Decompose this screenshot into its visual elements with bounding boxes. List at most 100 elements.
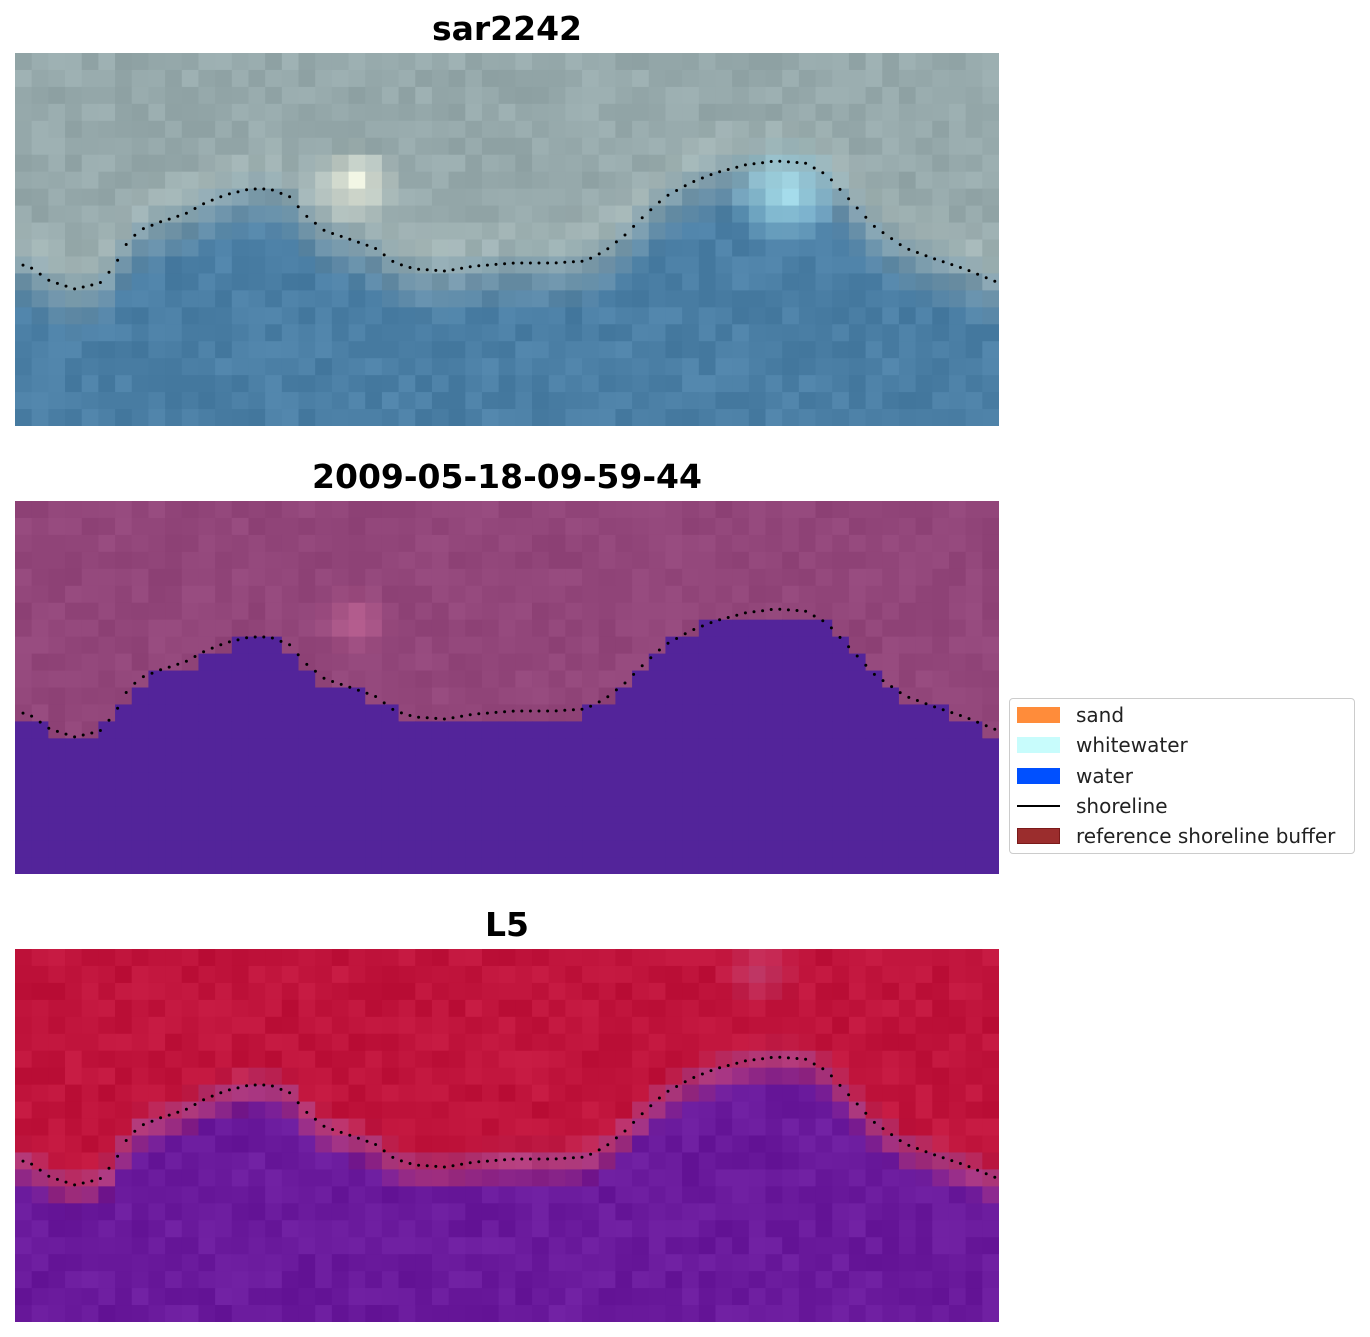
image-pixel [15,653,33,672]
image-pixel [882,53,900,71]
image-pixel [265,1254,283,1272]
image-pixel [348,755,366,773]
image-pixel [765,551,783,570]
image-pixel [648,1118,667,1137]
shoreline-point [821,619,825,623]
image-pixel [698,324,717,342]
image-pixel [165,86,183,105]
image-pixel [165,1254,183,1272]
image-pixel [465,1288,483,1306]
image-pixel [682,1067,700,1086]
image-pixel [231,721,250,739]
image-pixel [632,823,650,841]
image-pixel [898,501,917,519]
image-pixel [498,1203,516,1221]
image-pixel [281,501,300,519]
image-pixel [398,704,416,722]
shoreline-point [124,1139,128,1142]
shoreline-point [890,1133,894,1137]
shoreline-point [597,700,601,704]
image-pixel [765,568,783,587]
image-pixel [765,273,783,291]
image-pixel [765,103,783,122]
image-pixel [915,1237,933,1255]
image-pixel [65,840,83,858]
image-pixel [832,965,850,984]
image-pixel [48,551,66,570]
image-pixel [948,103,967,122]
image-pixel [48,1254,66,1272]
image-pixel [598,772,617,790]
image-pixel [215,1203,233,1221]
image-pixel [832,755,850,773]
shoreline-point [348,237,352,241]
image-pixel [548,1033,566,1052]
image-pixel [231,1101,250,1120]
image-pixel [715,1152,733,1170]
image-pixel [615,341,633,359]
image-pixel [348,534,366,553]
image-pixel [431,568,450,587]
image-pixel [281,1186,300,1204]
image-pixel [381,171,400,190]
image-pixel [832,840,850,858]
image-pixel [181,602,200,621]
image-pixel [348,273,366,291]
shoreline-point [614,240,618,244]
image-pixel [765,205,783,224]
image-pixel [181,324,200,342]
image-pixel [898,290,917,308]
image-pixel [515,1271,533,1289]
image-pixel [565,999,583,1018]
image-pixel [231,86,250,105]
image-pixel [115,806,133,824]
image-pixel [598,341,617,359]
image-pixel [982,324,999,342]
image-pixel [982,205,999,224]
image-pixel [532,1169,550,1187]
image-pixel [181,721,200,739]
image-pixel [265,551,283,570]
image-pixel [798,86,817,105]
image-pixel [365,1254,383,1272]
image-pixel [665,171,683,190]
image-pixel [732,568,750,587]
image-pixel [832,358,850,376]
image-pixel [481,1169,500,1187]
image-pixel [915,602,933,621]
image-pixel [65,1288,83,1306]
shoreline-point [795,161,799,164]
image-pixel [832,704,850,722]
image-pixel [532,687,550,706]
image-pixel [882,704,900,722]
legend-label: water [1076,764,1133,788]
image-pixel [181,501,200,519]
image-pixel [632,965,650,984]
image-pixel [965,982,983,1001]
shoreline-point [417,715,421,719]
image-pixel [381,1118,400,1137]
image-pixel [865,602,883,621]
image-pixel [882,1016,900,1035]
image-pixel [882,86,900,105]
image-pixel [98,324,116,342]
image-pixel [331,69,350,88]
shoreline-point [38,272,42,276]
image-pixel [882,534,900,553]
image-pixel [181,568,200,587]
image-pixel [448,840,466,858]
image-pixel [565,534,583,553]
image-pixel [782,1033,800,1052]
image-pixel [15,188,33,207]
image-pixel [181,409,200,426]
image-pixel [131,823,150,841]
image-pixel [765,1152,783,1170]
image-pixel [915,392,933,410]
image-pixel [165,857,183,874]
image-pixel [65,1050,83,1069]
image-pixel [982,1288,999,1306]
shoreline-point [563,1156,567,1160]
shoreline-point [468,713,472,717]
image-pixel [698,999,717,1018]
image-pixel [31,1050,49,1069]
